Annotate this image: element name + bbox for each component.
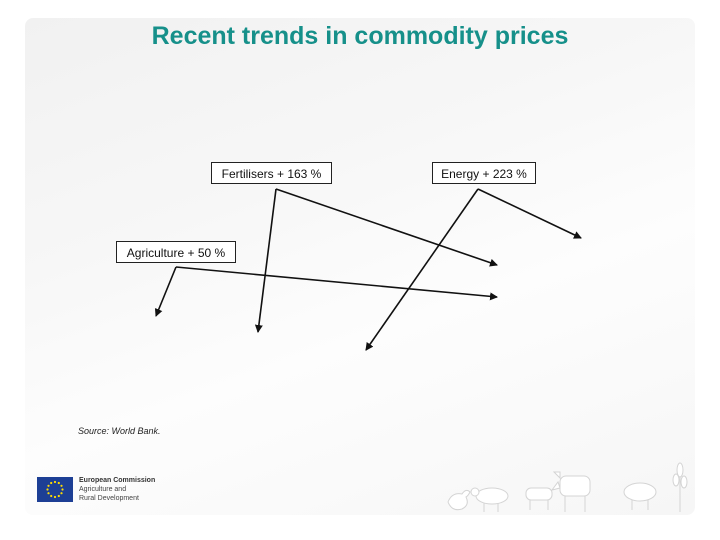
farm-animals-icon <box>447 462 688 512</box>
eu-flag-icon <box>37 477 73 502</box>
energy-arrow-right <box>477 188 582 239</box>
source-note: Source: World Bank. <box>78 426 161 436</box>
fertilisers-arrow-right <box>275 188 498 267</box>
fertilisers-label: Fertilisers + 163 % <box>211 162 332 184</box>
slide-title: Recent trends in commodity prices <box>151 22 569 50</box>
eu-logo-text: European Commission Agriculture and Rura… <box>79 476 155 503</box>
energy-arrow-left <box>365 188 479 351</box>
energy-label: Energy + 223 % <box>432 162 536 184</box>
eu-logo: European Commission Agriculture and Rura… <box>37 476 155 503</box>
agriculture-arrow-left <box>154 266 177 317</box>
eu-organization: European Commission <box>79 477 156 484</box>
content-panel <box>25 18 695 515</box>
agriculture-label: Agriculture + 50 % <box>116 241 236 263</box>
eu-department-line1: Agriculture and <box>79 486 127 493</box>
fertilisers-arrow-left <box>254 188 277 333</box>
agriculture-arrow-right <box>175 266 498 301</box>
eu-department-line2: Rural Development <box>79 495 139 502</box>
